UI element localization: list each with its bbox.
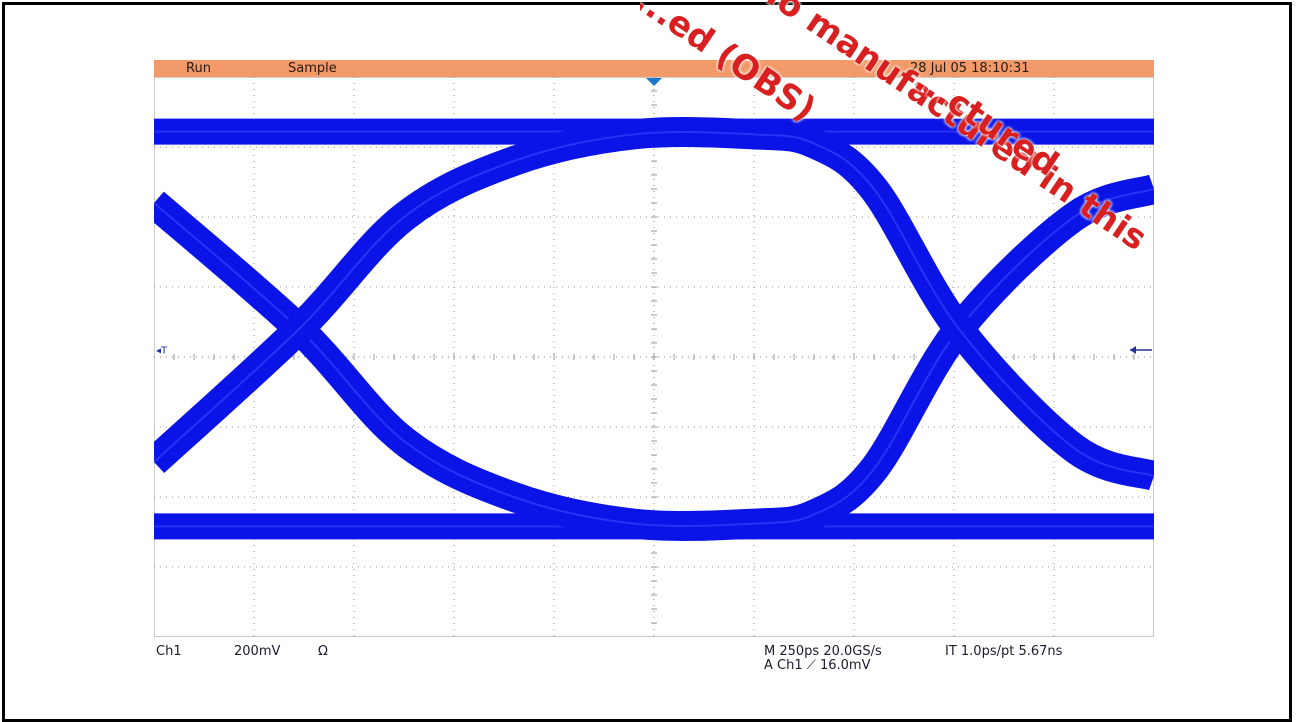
timestamp: 28 Jul 05 18:10:31	[910, 61, 1030, 76]
trigger-level-arrowhead	[1130, 346, 1136, 354]
trigger-position-marker	[646, 78, 662, 86]
markers: ◂T	[156, 78, 1152, 357]
acquisition-mode: Sample	[288, 61, 337, 76]
eye-traces	[154, 117, 1154, 541]
impedance-symbol: Ω	[318, 644, 328, 659]
horizontal-readout: M 250ps 20.0GS/s	[764, 644, 882, 659]
eye-trace-highlight-3	[154, 188, 1154, 527]
trigger-readout: A Ch1 ⟋ 16.0mV	[764, 658, 871, 673]
eye-trace-highlight-4	[154, 131, 1154, 477]
trigger-level-left-marker: ◂T	[156, 346, 168, 357]
run-status: Run	[186, 61, 211, 76]
channel-label: Ch1	[156, 644, 182, 659]
status-bar: Run Sample 28 Jul 05 18:10:31	[154, 60, 1154, 77]
interpolation-readout: IT 1.0ps/pt 5.67ns	[945, 644, 1063, 659]
volts-per-div: 200mV	[234, 644, 281, 659]
eye-diagram-chart: ◂T	[154, 77, 1154, 637]
